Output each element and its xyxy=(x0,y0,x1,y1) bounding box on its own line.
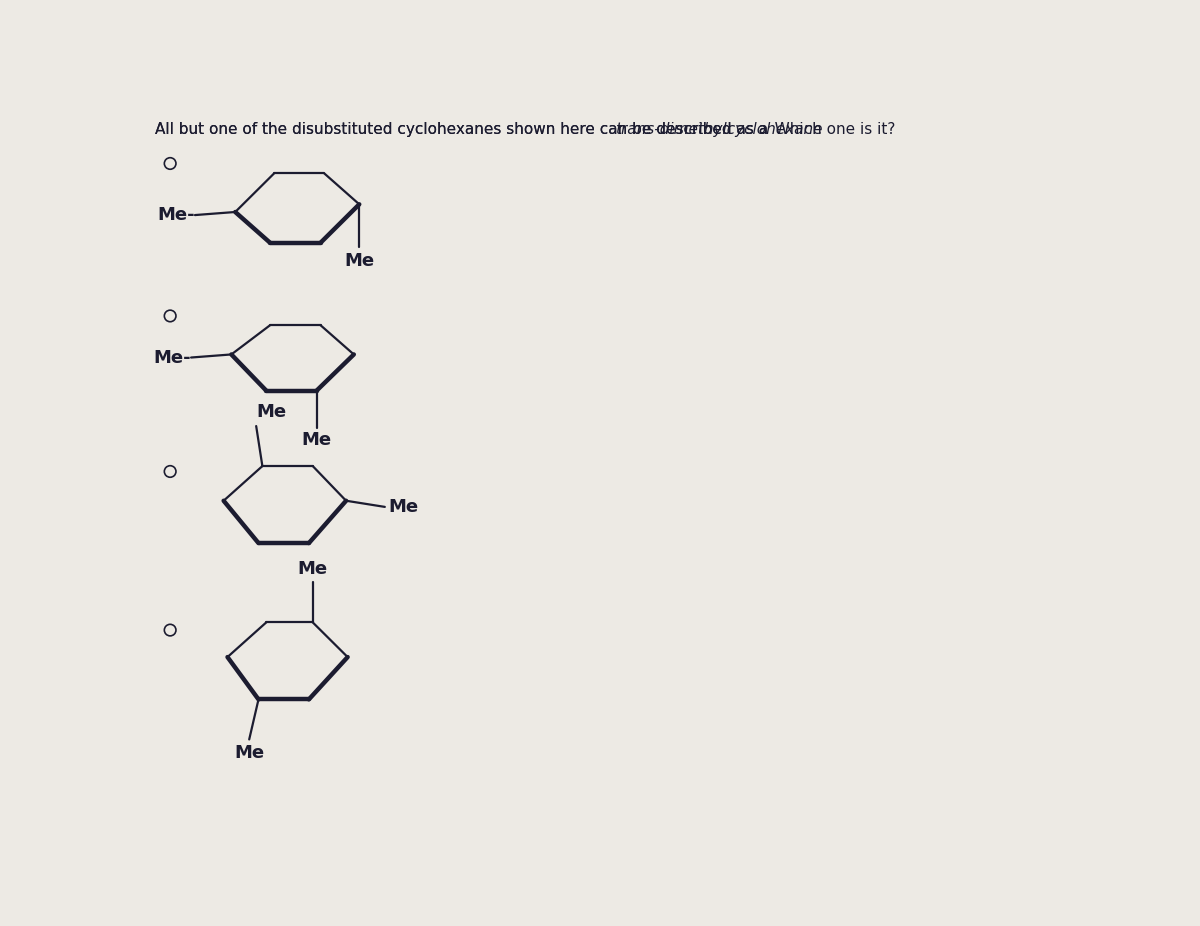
Text: Me: Me xyxy=(389,498,419,516)
Text: Me-: Me- xyxy=(157,206,194,224)
Text: All but one of the disubstituted cyclohexanes shown here can be described as a: All but one of the disubstituted cyclohe… xyxy=(156,122,774,137)
Text: Me: Me xyxy=(301,431,331,449)
Text: .  Which one is it?: . Which one is it? xyxy=(760,122,895,137)
Text: All but one of the disubstituted cyclohexanes shown here can be described as a: All but one of the disubstituted cyclohe… xyxy=(156,122,774,137)
Text: Me: Me xyxy=(234,745,264,762)
Text: Me-: Me- xyxy=(154,348,191,367)
Text: Me: Me xyxy=(298,559,328,578)
Text: trans-dimethylcyclohexane: trans-dimethylcyclohexane xyxy=(614,122,822,137)
Text: All but one of the disubstituted cyclohexanes shown here can be described as a: All but one of the disubstituted cyclohe… xyxy=(156,122,774,137)
Text: Me: Me xyxy=(256,404,287,421)
Text: Me: Me xyxy=(344,252,374,270)
